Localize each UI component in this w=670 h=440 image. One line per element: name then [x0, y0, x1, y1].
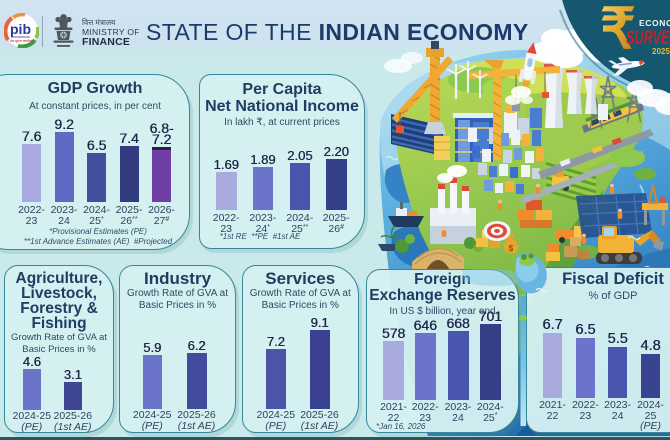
- svg-text:SURVEY: SURVEY: [626, 28, 670, 49]
- svg-text:ECONOMIC: ECONOMIC: [639, 18, 670, 28]
- svg-text:प्रेस सूचना कार्यालय: प्रेस सूचना कार्यालय: [10, 39, 33, 43]
- svg-text:₹: ₹: [600, 0, 636, 60]
- svg-text:pib: pib: [10, 21, 31, 37]
- svg-text:$: $: [509, 244, 514, 253]
- svg-text:2025-26: 2025-26: [652, 47, 670, 56]
